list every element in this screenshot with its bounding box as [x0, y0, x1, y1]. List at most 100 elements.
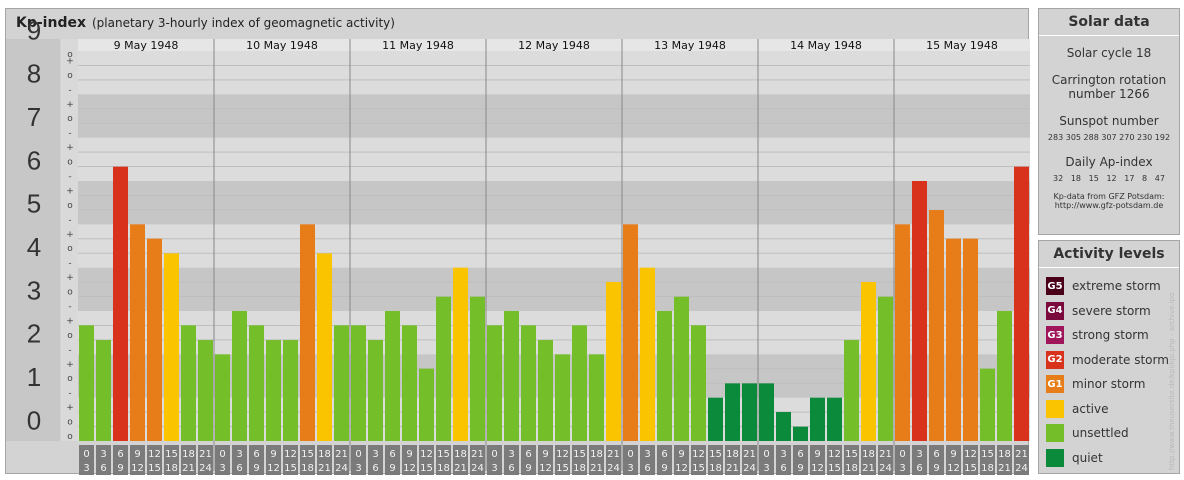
- minor-tick-label: -: [68, 215, 71, 225]
- minor-tick-label: o: [67, 158, 73, 168]
- kp-band-8: [78, 51, 1030, 95]
- date-header-strip: [78, 39, 1030, 51]
- kp-bar: [623, 224, 638, 441]
- y-tick-label: 2: [27, 319, 41, 349]
- hour-bin-box: [793, 445, 808, 475]
- hour-bin-start: 18: [454, 449, 467, 460]
- hour-bin-box: [963, 445, 978, 475]
- level-extreme-storm: G5 extreme storm: [1046, 276, 1161, 296]
- kp-bar: [198, 340, 213, 441]
- activity-levels-title: Activity levels: [1039, 241, 1179, 268]
- kp-bar: [504, 311, 519, 441]
- hour-bin-start: 3: [508, 449, 514, 460]
- kp-band-6: [78, 137, 1030, 181]
- hour-bin-start: 3: [372, 449, 378, 460]
- solar-data-title: Solar data: [1039, 9, 1179, 36]
- hour-bin-box: [980, 445, 995, 475]
- hour-bin-box: [436, 445, 451, 475]
- hour-bin-box: [317, 445, 332, 475]
- hour-bin-box: [997, 445, 1012, 475]
- level-label: severe storm: [1072, 303, 1151, 318]
- y-tick-label: 8: [27, 59, 41, 89]
- kp-bar: [266, 340, 281, 441]
- hour-bin-end: 12: [267, 463, 280, 474]
- hour-bin-start: 12: [692, 449, 705, 460]
- minor-tick-label: o: [67, 288, 73, 298]
- hour-bin-end: 24: [471, 463, 484, 474]
- hour-bin-end: 18: [709, 463, 722, 474]
- chart-title: Kp-index: [16, 15, 86, 31]
- hour-bin-end: 21: [998, 463, 1011, 474]
- hour-bin-end: 24: [199, 463, 212, 474]
- hour-bin-start: 18: [998, 449, 1011, 460]
- hour-bin-end: 15: [420, 463, 433, 474]
- minor-tick-label: o: [67, 71, 73, 81]
- hour-bin-box: [691, 445, 706, 475]
- hour-bin-end: 3: [899, 463, 905, 474]
- level-moderate-storm: G2 moderate storm: [1046, 350, 1169, 370]
- hour-bin-box: [147, 445, 162, 475]
- hour-bin-box: [368, 445, 383, 475]
- hour-bin-start: 12: [828, 449, 841, 460]
- hour-bin-start: 6: [253, 449, 259, 460]
- y-tick-label: 9: [27, 15, 41, 45]
- hour-bin-end: 3: [763, 463, 769, 474]
- ap-values: 32 18 15 12 17 8 47: [1053, 174, 1165, 183]
- minor-tick-label: +: [66, 143, 74, 153]
- hour-bin-end: 24: [335, 463, 348, 474]
- level-label: minor storm: [1072, 377, 1146, 391]
- minor-tick-label: o: [67, 418, 73, 428]
- kp-bar: [963, 238, 978, 441]
- hour-bin-start: 0: [83, 449, 89, 460]
- hour-bin-start: 9: [678, 449, 684, 460]
- hour-bin-end: 9: [797, 463, 803, 474]
- sunspot-label: Sunspot number: [1059, 114, 1159, 128]
- hour-bin-box: [827, 445, 842, 475]
- day-label: 13 May 1948: [654, 39, 726, 52]
- hour-bin-start: 15: [709, 449, 722, 460]
- y-tick-label: 3: [27, 275, 41, 305]
- hour-bin-start: 12: [964, 449, 977, 460]
- hour-bin-end: 21: [454, 463, 467, 474]
- hour-bin-box: [674, 445, 689, 475]
- hour-bin-end: 12: [675, 463, 688, 474]
- minor-tick-label: +: [66, 273, 74, 283]
- hour-bin-end: 12: [947, 463, 960, 474]
- source-line2: http://www.gfz-potsdam.de: [1054, 201, 1164, 210]
- hour-bin-box: [215, 445, 230, 475]
- day-label: 9 May 1948: [114, 39, 179, 52]
- kp-bar: [997, 311, 1012, 441]
- level-swatch: G5: [1046, 277, 1064, 295]
- hour-bin-start: 9: [406, 449, 412, 460]
- kp-bar: [79, 325, 94, 441]
- minor-tick-label: +: [66, 230, 74, 240]
- hour-bin-box: [810, 445, 825, 475]
- kp-chart-panel: Kp-index (planetary 3-hourly index of geo…: [5, 8, 1030, 475]
- kp-bar: [946, 238, 961, 441]
- level-label: moderate storm: [1072, 352, 1169, 367]
- hour-bin-end: 6: [780, 463, 786, 474]
- kp-band-5: [78, 181, 1030, 225]
- hour-bin-start: 9: [814, 449, 820, 460]
- hour-bin-end: 24: [1015, 463, 1028, 474]
- kp-bar: [1014, 166, 1029, 441]
- level-swatch: [1046, 424, 1064, 442]
- hour-bin-box: [419, 445, 434, 475]
- y-tick-label: 5: [27, 189, 41, 219]
- hour-bin-start: 3: [916, 449, 922, 460]
- level-active: active: [1046, 399, 1108, 419]
- ap-label: Daily Ap-index: [1065, 155, 1153, 169]
- hour-bin-end: 18: [573, 463, 586, 474]
- level-swatch: G1: [1046, 375, 1064, 393]
- hour-bin-start: 3: [644, 449, 650, 460]
- hour-bin-box: [453, 445, 468, 475]
- hour-bin-end: 9: [661, 463, 667, 474]
- solar-data-panel: Solar data Solar cycle 18 Carrington rot…: [1038, 8, 1180, 235]
- hour-bin-start: 18: [726, 449, 739, 460]
- minor-tick-label: -: [68, 389, 71, 399]
- hour-bin-start: 9: [134, 449, 140, 460]
- hour-bin-start: 6: [933, 449, 939, 460]
- hour-bin-end: 3: [83, 463, 89, 474]
- hour-bin-box: [249, 445, 264, 475]
- kp-bar: [249, 325, 264, 441]
